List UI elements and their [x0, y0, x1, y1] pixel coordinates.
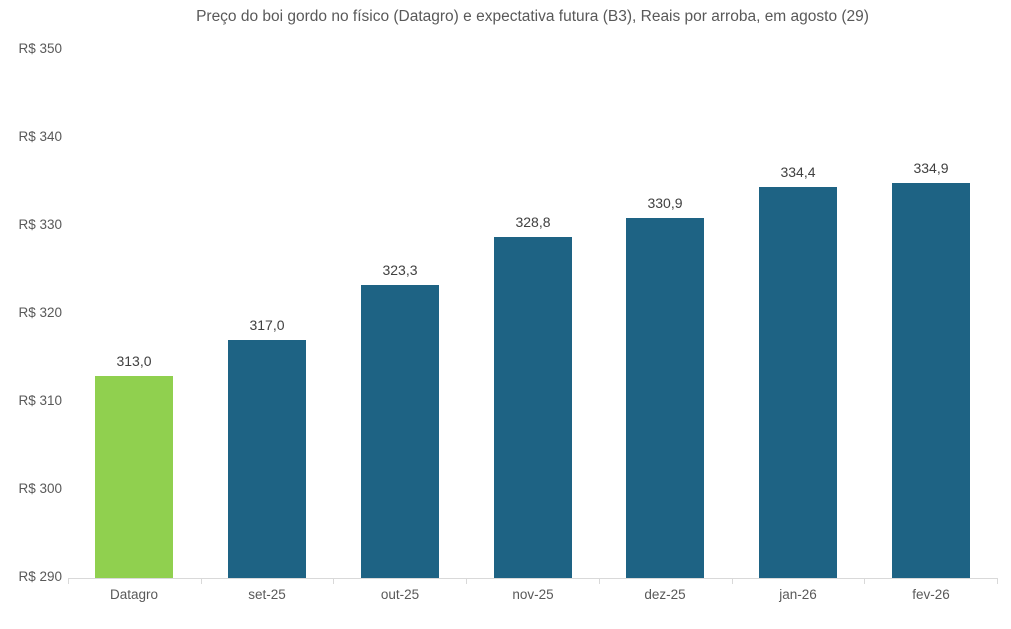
x-axis-category-label: nov-25 — [512, 587, 554, 602]
bar-jan-26 — [759, 187, 837, 578]
x-axis-category-label: jan-26 — [779, 587, 817, 602]
bar-value-label: 334,4 — [780, 164, 816, 180]
x-axis-category-label: set-25 — [248, 587, 286, 602]
bar-fev-26 — [892, 183, 970, 578]
y-axis-tick-label: R$ 350 — [18, 41, 62, 56]
y-axis-tick-label: R$ 300 — [18, 481, 62, 496]
bar-value-label: 317,0 — [249, 317, 285, 333]
x-axis-tick — [201, 578, 202, 584]
x-axis-tick — [466, 578, 467, 584]
bar-value-label: 330,9 — [647, 195, 683, 211]
bar-value-label: 328,8 — [515, 214, 551, 230]
bar-dez-25 — [626, 218, 704, 578]
y-axis-tick-label: R$ 310 — [18, 393, 62, 408]
bar-value-label: 334,9 — [913, 160, 949, 176]
x-axis-tick — [997, 578, 998, 584]
y-axis-tick-label: R$ 320 — [18, 305, 62, 320]
y-axis-tick-label: R$ 290 — [18, 569, 62, 584]
chart-title: Preço do boi gordo no físico (Datagro) e… — [196, 8, 869, 25]
bar-datagro — [95, 376, 173, 578]
bar-value-label: 323,3 — [382, 262, 418, 278]
x-axis-line — [68, 578, 997, 579]
x-axis-category-label: fev-26 — [912, 587, 950, 602]
x-axis-tick — [68, 578, 69, 584]
bar-set-25 — [228, 340, 306, 578]
y-axis-tick-label: R$ 340 — [18, 129, 62, 144]
x-axis-category-label: dez-25 — [644, 587, 686, 602]
x-axis-category-label: out-25 — [380, 587, 420, 602]
bar-nov-25 — [494, 237, 572, 578]
y-axis-tick-label: R$ 330 — [18, 217, 62, 232]
x-axis-tick — [732, 578, 733, 584]
x-axis-tick — [333, 578, 334, 584]
bar-value-label: 313,0 — [116, 353, 152, 369]
x-axis-category-label: Datagro — [109, 587, 159, 602]
x-axis-tick — [599, 578, 600, 584]
x-axis-tick — [864, 578, 865, 584]
bar-out-25 — [361, 285, 439, 578]
